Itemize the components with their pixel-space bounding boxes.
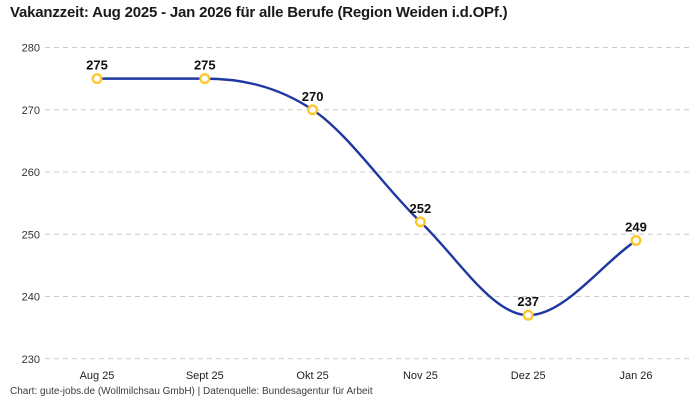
data-point-label: 270 xyxy=(302,89,324,104)
chart-footer: Chart: gute-jobs.de (Wollmilchsau GmbH) … xyxy=(10,386,373,397)
y-axis-tick-label: 240 xyxy=(22,292,40,304)
y-axis-tick-label: 230 xyxy=(22,354,40,366)
data-point-marker[interactable] xyxy=(307,104,319,116)
data-point-label: 249 xyxy=(625,220,647,235)
data-point-marker[interactable] xyxy=(414,216,426,228)
x-axis-tick-label: Nov 25 xyxy=(403,370,438,382)
data-point-marker[interactable] xyxy=(91,73,103,85)
y-axis-tick-label: 250 xyxy=(22,229,40,241)
x-axis-tick-label: Sept 25 xyxy=(186,370,224,382)
x-axis-tick-label: Jan 26 xyxy=(619,370,652,382)
data-point-marker[interactable] xyxy=(630,235,642,247)
y-axis-tick-label: 260 xyxy=(22,167,40,179)
data-point-label: 237 xyxy=(517,294,539,309)
y-axis-tick-label: 280 xyxy=(22,43,40,55)
data-point-label: 275 xyxy=(86,58,108,73)
data-point-marker[interactable] xyxy=(199,73,211,85)
data-point-label: 275 xyxy=(194,58,216,73)
x-axis-tick-label: Okt 25 xyxy=(296,370,328,382)
data-point-marker[interactable] xyxy=(522,309,534,321)
y-axis-tick-label: 270 xyxy=(22,105,40,117)
data-point-label: 252 xyxy=(410,201,432,216)
chart-title: Vakanzzeit: Aug 2025 - Jan 2026 für alle… xyxy=(10,4,508,21)
x-axis-tick-label: Dez 25 xyxy=(511,370,546,382)
x-axis-tick-label: Aug 25 xyxy=(80,370,115,382)
trend-line xyxy=(95,77,638,317)
